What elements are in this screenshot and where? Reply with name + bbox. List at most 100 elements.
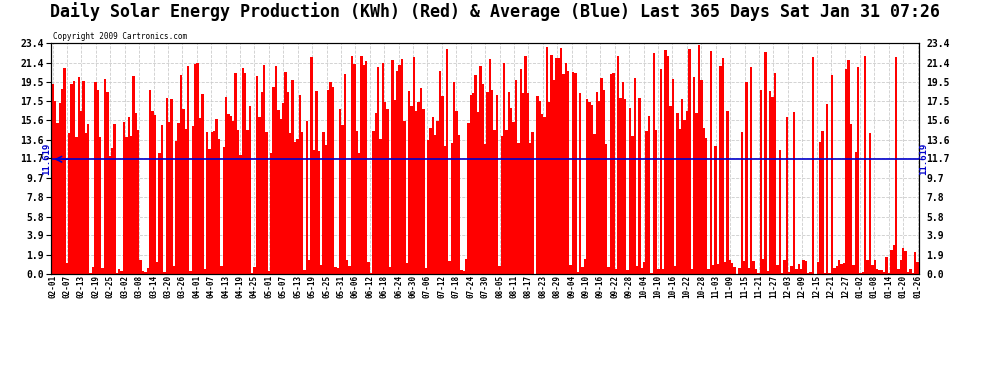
Bar (453, 82, 455, 274)
Bar (460, 270, 462, 274)
Bar (710, 51, 712, 274)
Bar (688, 49, 691, 274)
Bar (123, 123, 125, 274)
Bar (318, 150, 320, 274)
Bar (707, 269, 710, 274)
Bar (655, 130, 657, 274)
Bar (218, 139, 220, 274)
Bar (415, 111, 418, 274)
Bar (142, 271, 145, 274)
Bar (515, 81, 517, 274)
Bar (622, 82, 624, 274)
Bar (805, 261, 807, 274)
Bar (101, 268, 104, 274)
Bar (106, 92, 109, 274)
Bar (788, 272, 790, 274)
Bar (94, 82, 97, 274)
Bar (116, 273, 118, 274)
Bar (367, 262, 370, 274)
Bar (873, 260, 876, 274)
Bar (537, 96, 539, 274)
Bar (600, 78, 603, 274)
Bar (420, 88, 422, 274)
Bar (196, 63, 199, 274)
Bar (676, 113, 679, 274)
Bar (890, 250, 893, 274)
Bar (596, 92, 598, 274)
Bar (348, 266, 350, 274)
Bar (99, 137, 101, 274)
Bar (764, 52, 766, 274)
Bar (769, 91, 771, 274)
Bar (187, 66, 189, 274)
Bar (774, 73, 776, 274)
Bar (700, 80, 703, 274)
Bar (384, 102, 386, 274)
Bar (342, 125, 344, 274)
Bar (272, 87, 275, 274)
Bar (303, 270, 306, 274)
Bar (104, 79, 106, 274)
Bar (163, 272, 165, 274)
Bar (206, 132, 208, 274)
Bar (472, 93, 474, 274)
Bar (783, 260, 786, 274)
Bar (118, 268, 121, 274)
Bar (279, 119, 282, 274)
Bar (225, 97, 228, 274)
Bar (63, 68, 65, 274)
Bar (165, 98, 168, 274)
Bar (907, 272, 909, 274)
Bar (824, 273, 826, 274)
Bar (610, 74, 612, 274)
Bar (465, 260, 467, 274)
Bar (489, 59, 491, 274)
Bar (462, 271, 465, 274)
Bar (70, 84, 73, 274)
Bar (148, 90, 151, 274)
Bar (358, 153, 360, 274)
Bar (544, 117, 545, 274)
Bar (469, 95, 472, 274)
Bar (588, 102, 591, 274)
Bar (437, 121, 439, 274)
Bar (213, 131, 216, 274)
Bar (539, 101, 541, 274)
Bar (182, 109, 184, 274)
Bar (204, 269, 206, 274)
Bar (448, 261, 450, 274)
Bar (902, 248, 905, 274)
Bar (408, 91, 410, 274)
Bar (671, 79, 674, 274)
Bar (762, 259, 764, 274)
Bar (841, 264, 842, 274)
Bar (189, 272, 192, 274)
Bar (620, 98, 622, 274)
Bar (501, 136, 503, 274)
Bar (790, 266, 793, 274)
Bar (180, 75, 182, 274)
Bar (346, 260, 348, 274)
Bar (750, 67, 752, 274)
Bar (255, 75, 258, 274)
Bar (742, 261, 745, 274)
Bar (365, 62, 367, 274)
Bar (581, 267, 584, 274)
Bar (406, 262, 408, 274)
Bar (712, 265, 715, 274)
Text: 11.619: 11.619 (42, 143, 51, 176)
Bar (58, 103, 61, 274)
Bar (172, 266, 175, 274)
Bar (645, 131, 647, 274)
Bar (335, 267, 337, 274)
Bar (517, 144, 520, 274)
Bar (897, 269, 900, 274)
Bar (647, 116, 650, 274)
Bar (503, 63, 505, 274)
Bar (629, 108, 632, 274)
Bar (669, 106, 671, 274)
Bar (608, 267, 610, 274)
Bar (893, 245, 895, 274)
Bar (802, 260, 805, 274)
Bar (457, 135, 460, 274)
